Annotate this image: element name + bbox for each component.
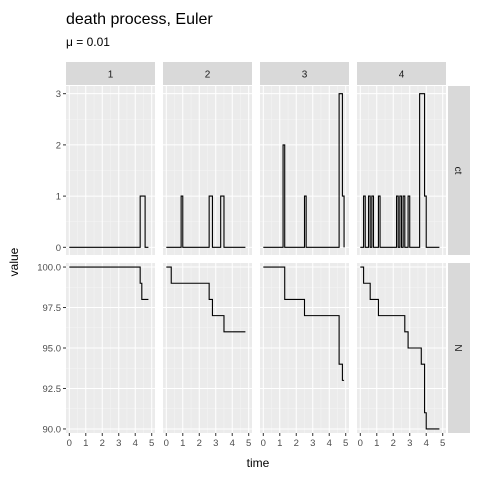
x-tick-label: 1 <box>83 438 88 449</box>
series-line <box>263 93 345 248</box>
x-tick-label: 4 <box>133 438 138 449</box>
x-tick-label: 5 <box>440 438 445 449</box>
x-tick-label: 4 <box>230 438 235 449</box>
y-tick-label: 90.0 <box>43 424 62 435</box>
y-tick-label: 92.5 <box>43 384 62 395</box>
y-tick-label: 97.5 <box>43 303 62 314</box>
facet-strip-label: N <box>452 344 463 351</box>
series-line <box>69 266 149 300</box>
facet-strip-top <box>163 62 252 85</box>
series-line <box>166 266 246 333</box>
series-line <box>360 93 440 248</box>
facet-strip-right <box>448 263 470 433</box>
series-line <box>360 266 440 430</box>
x-tick-label: 0 <box>164 438 169 449</box>
facet-strip-label: ct <box>452 167 463 175</box>
x-tick-label: 3 <box>407 438 412 449</box>
x-tick-label: 2 <box>197 438 202 449</box>
chart-title: death process, Euler <box>66 11 213 28</box>
x-tick-label: 5 <box>343 438 348 449</box>
facet-strip-top <box>66 62 155 85</box>
x-tick-label: 2 <box>391 438 396 449</box>
x-tick-label: 2 <box>294 438 299 449</box>
y-axis-title: value <box>7 247 21 276</box>
x-tick-label: 0 <box>261 438 266 449</box>
facet-strip-label: 4 <box>399 70 405 81</box>
x-tick-label: 1 <box>180 438 185 449</box>
y-tick-label: 0 <box>56 243 61 254</box>
x-tick-label: 2 <box>100 438 105 449</box>
x-tick-label: 5 <box>246 438 251 449</box>
x-tick-label: 0 <box>358 438 363 449</box>
y-tick-label: 2 <box>56 140 61 151</box>
series-line <box>263 266 345 381</box>
x-tick-label: 5 <box>149 438 154 449</box>
series-line <box>166 195 246 248</box>
x-tick-label: 4 <box>327 438 332 449</box>
chart-subtitle: μ = 0.01 <box>66 35 110 49</box>
facet-strip-top <box>357 62 446 85</box>
x-tick-label: 4 <box>424 438 429 449</box>
y-tick-label: 100.0 <box>37 263 61 274</box>
y-tick-label: 95.0 <box>43 344 62 355</box>
facet-strip-label: 2 <box>205 70 211 81</box>
x-tick-label: 1 <box>277 438 282 449</box>
x-tick-label: 3 <box>116 438 121 449</box>
facet-strip-right <box>448 86 470 255</box>
facet-strip-label: 1 <box>108 70 114 81</box>
x-axis-title: time <box>247 456 270 470</box>
x-tick-label: 3 <box>310 438 315 449</box>
y-tick-label: 3 <box>56 89 61 100</box>
x-tick-label: 0 <box>67 438 72 449</box>
x-tick-label: 3 <box>213 438 218 449</box>
facet-strip-top <box>260 62 349 85</box>
y-tick-label: 1 <box>56 192 61 203</box>
facet-strip-label: 3 <box>302 70 308 81</box>
series-line <box>69 195 149 248</box>
x-tick-label: 1 <box>374 438 379 449</box>
